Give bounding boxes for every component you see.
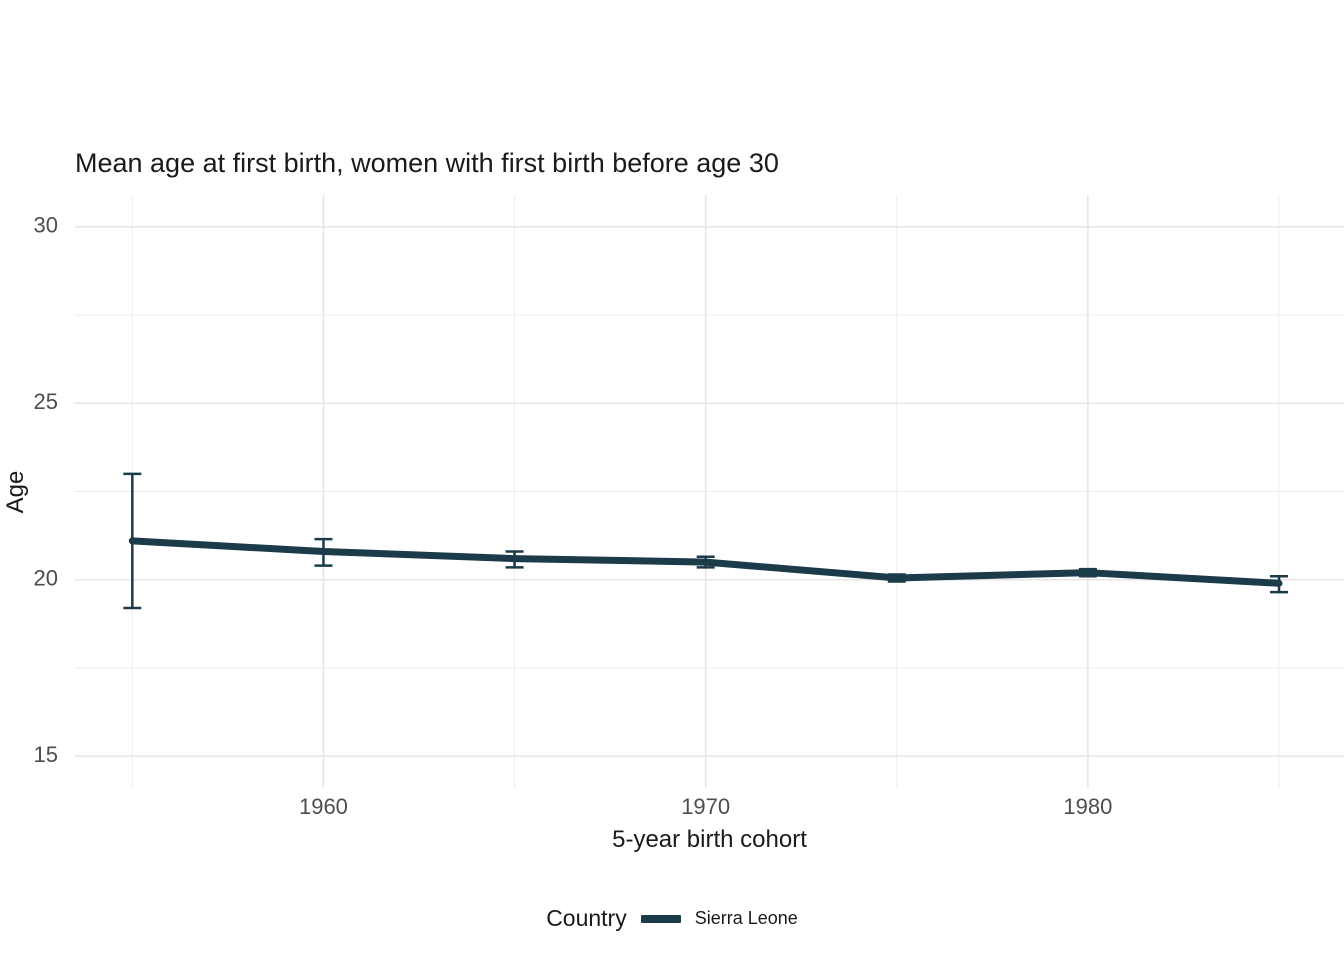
- series-line: [128, 537, 1283, 587]
- y-axis-tick-label: 25: [34, 389, 58, 414]
- x-axis-tick-label: 1970: [681, 794, 730, 819]
- x-axis-tick-label: 1960: [299, 794, 348, 819]
- y-axis-tick-label: 30: [34, 213, 58, 238]
- legend-series-label: Sierra Leone: [694, 908, 798, 928]
- x-axis-tick-label: 1980: [1063, 794, 1112, 819]
- y-axis-title: Age: [2, 470, 29, 514]
- chart-title: Mean age at first birth, women with firs…: [75, 148, 779, 178]
- legend-key-line-swatch: [640, 914, 681, 923]
- y-axis-tick-label: 20: [34, 566, 58, 591]
- legend-title: Country: [546, 905, 627, 931]
- legend: Country Sierra Leone: [0, 905, 1344, 932]
- y-axis-tick-label: 15: [34, 742, 58, 767]
- x-axis-title: 5-year birth cohort: [612, 826, 807, 853]
